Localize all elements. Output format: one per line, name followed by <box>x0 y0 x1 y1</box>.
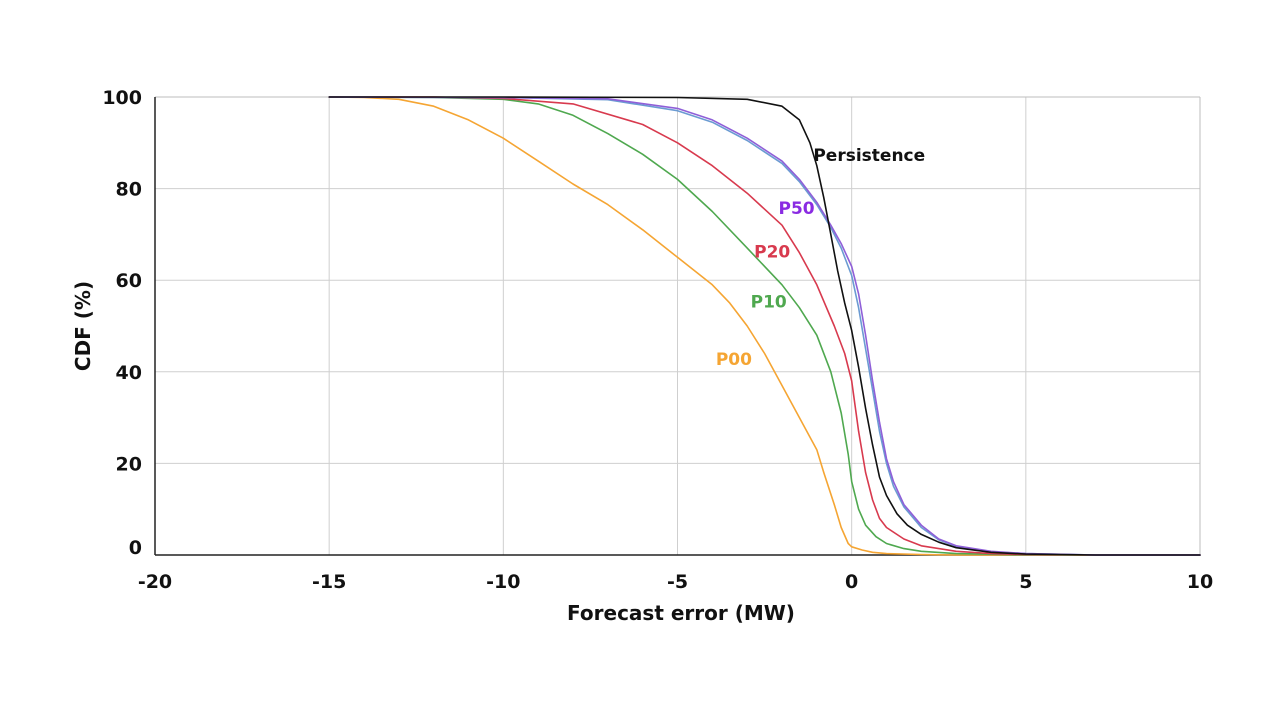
y-tick-label: 20 <box>116 453 142 475</box>
x-tick-label: 5 <box>1019 571 1032 593</box>
x-tick-label: -20 <box>138 571 172 593</box>
series-label-p10: P10 <box>751 293 787 313</box>
series-label-p00: P00 <box>716 350 752 370</box>
y-tick-label: 100 <box>102 87 142 109</box>
x-tick-label: -10 <box>486 571 520 593</box>
y-tick-label: 40 <box>116 362 142 384</box>
series-line-p10 <box>328 96 1201 556</box>
series-line-persistence <box>328 96 1201 556</box>
y-tick-label: 80 <box>116 179 142 201</box>
y-tick-label: 60 <box>116 270 142 292</box>
series-label-persistence: Persistence <box>813 146 925 166</box>
series-line-p20 <box>328 96 1201 556</box>
x-tick-label: 0 <box>845 571 858 593</box>
series-line-p50 <box>328 96 1201 556</box>
series-lines <box>328 96 1201 556</box>
x-tick-label: -15 <box>312 571 346 593</box>
series-label-p50: P50 <box>779 199 815 219</box>
x-axis-label: Forecast error (MW) <box>567 601 795 625</box>
series-labels: Persistence P50 P20 P10 P00 <box>716 146 925 370</box>
grid <box>155 97 1200 555</box>
y-axis-label: CDF (%) <box>71 281 95 371</box>
series-line-p50-b <box>328 96 1201 556</box>
y-tick-label: 0 <box>129 537 142 559</box>
x-tick-label: 10 <box>1187 571 1213 593</box>
x-tick-labels: -20 -15 -10 -5 0 5 10 <box>138 571 1213 593</box>
x-tick-label: -5 <box>667 571 688 593</box>
y-tick-labels: 0 20 40 60 80 100 <box>102 87 142 559</box>
series-line-p00 <box>328 96 1201 556</box>
series-label-p20: P20 <box>754 242 790 262</box>
